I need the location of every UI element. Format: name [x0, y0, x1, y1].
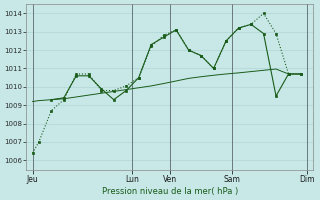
- X-axis label: Pression niveau de la mer( hPa ): Pression niveau de la mer( hPa ): [102, 187, 238, 196]
